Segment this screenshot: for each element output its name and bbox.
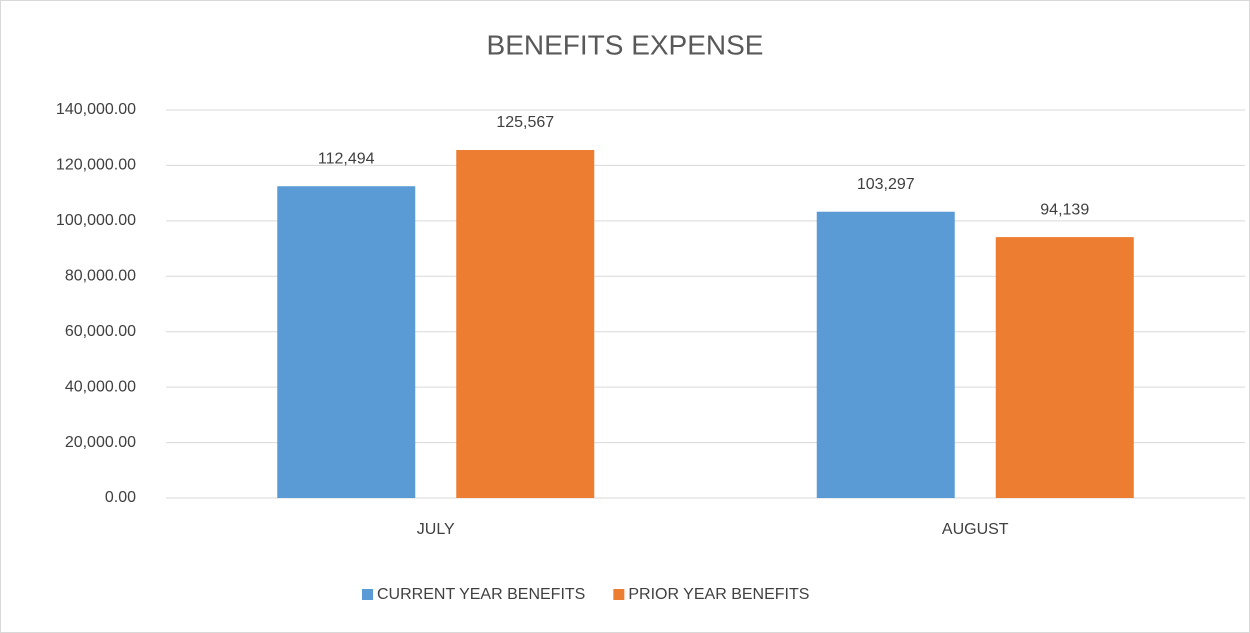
y-tick-label: 60,000.00 (65, 323, 136, 340)
legend-swatch (613, 589, 625, 600)
legend-swatch (362, 589, 373, 600)
x-tick-label: AUGUST (942, 521, 1009, 538)
y-tick-label: 0.00 (105, 489, 136, 506)
bar (456, 150, 595, 498)
x-tick-label: JULY (417, 521, 455, 538)
y-tick-label: 100,000.00 (56, 212, 136, 229)
legend-label: CURRENT YEAR BENEFITS (377, 586, 585, 603)
data-label: 125,567 (496, 114, 554, 131)
y-tick-label: 140,000.00 (56, 101, 136, 118)
data-label: 94,139 (1040, 201, 1089, 218)
y-tick-label: 40,000.00 (65, 378, 136, 395)
bar (277, 186, 416, 499)
chart-title: BENEFITS EXPENSE (487, 29, 764, 60)
y-tick-label: 20,000.00 (65, 434, 136, 451)
y-tick-label: 80,000.00 (65, 268, 136, 285)
bar (816, 211, 955, 499)
y-tick-label: 120,000.00 (56, 157, 136, 174)
bar (995, 237, 1134, 499)
data-label: 112,494 (318, 150, 375, 167)
data-label: 103,297 (857, 176, 915, 193)
legend-label: PRIOR YEAR BENEFITS (628, 586, 809, 603)
